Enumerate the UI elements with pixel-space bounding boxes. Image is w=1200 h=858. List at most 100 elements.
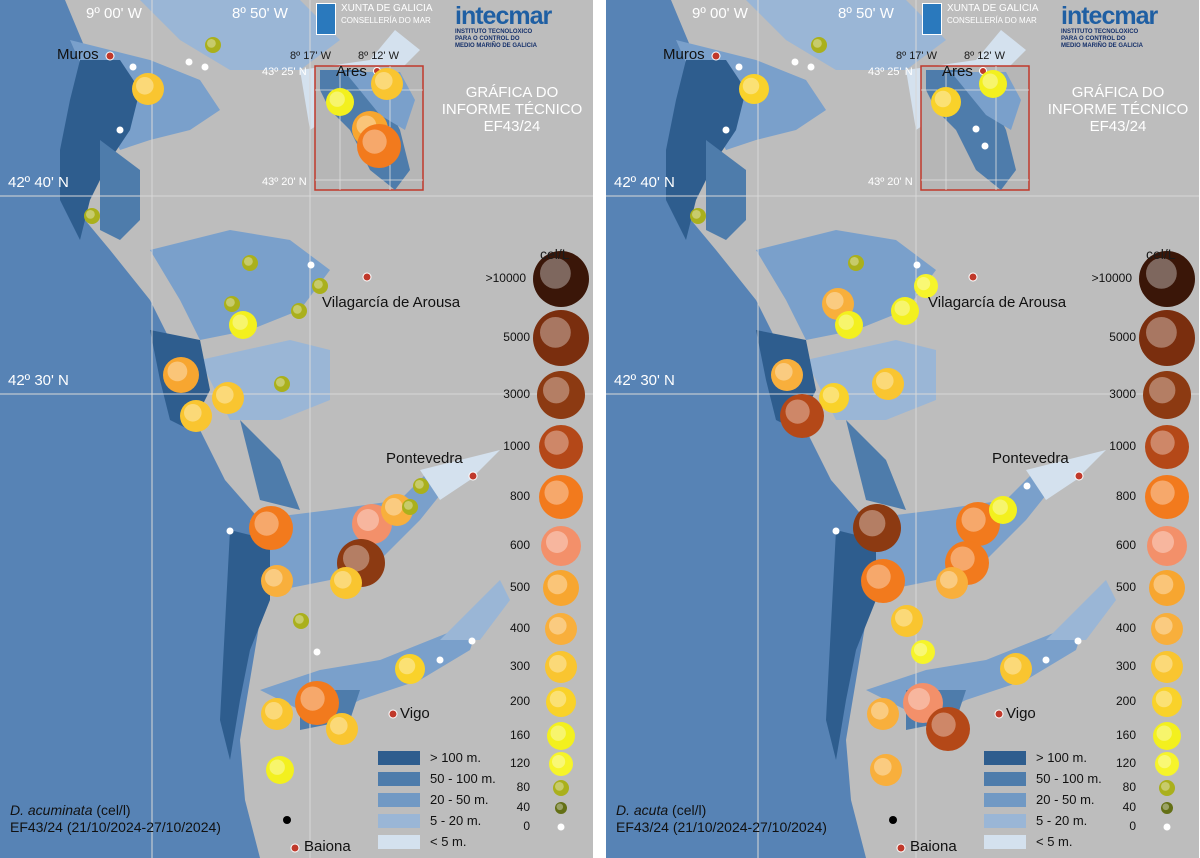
sample-point-10-highlight (226, 298, 235, 307)
sample-point-31-highlight (931, 712, 956, 737)
sample-point-14 (819, 383, 849, 413)
inset-lat-bottom: 43º 20' N (868, 176, 913, 188)
sample-point-11-highlight (838, 314, 854, 330)
sample-point-31-highlight (300, 686, 325, 711)
scale-bubble-2-highlight (543, 377, 570, 404)
sample-point-13-highlight (167, 361, 188, 382)
sample-point-1 (811, 37, 827, 53)
scale-label-3: 1000 (503, 439, 530, 453)
title-line-1: GRÁFICA DO (465, 84, 559, 101)
sample-point-16-highlight (276, 378, 285, 387)
sample-point-1 (205, 37, 221, 53)
scale-label-10: 160 (509, 728, 530, 742)
inset-lon-right: 8º 12' W (358, 50, 399, 62)
sample-point-25 (226, 527, 234, 535)
sample-point-14 (180, 400, 212, 432)
sample-point-29 (1074, 637, 1082, 645)
sample-point-22-highlight (343, 545, 370, 572)
sample-point-32 (867, 698, 899, 730)
inset-lon-right: 8º 12' W (964, 50, 1005, 62)
scale-label-2: 3000 (503, 387, 530, 401)
scale-bubble-7 (1151, 613, 1183, 645)
scale-bubble-9 (546, 687, 576, 717)
scale-bubble-1 (1139, 310, 1195, 366)
title-line-2: INFORME TÉCNICO (1047, 101, 1189, 118)
scale-bubble-9 (1152, 687, 1182, 717)
sample-point-11-highlight (293, 305, 302, 314)
sample-point-7 (848, 255, 864, 271)
lon-label-left: 9º 00' W (692, 5, 748, 22)
sample-point-21-highlight (940, 571, 958, 589)
sample-point-12-highlight (894, 300, 910, 316)
xunta-subtitle: CONSELLERÍA DO MAR (947, 16, 1037, 25)
sample-point-35-highlight (934, 90, 952, 108)
title-line-1: GRÁFICA DO (1071, 84, 1165, 101)
sample-point-23 (261, 565, 293, 597)
sample-point-16-highlight (876, 372, 894, 390)
inset-lon-left: 8º 17' W (290, 50, 331, 62)
scale-bubble-9-highlight (549, 690, 567, 708)
sample-point-19 (989, 496, 1017, 524)
scale-label-4: 800 (1115, 489, 1136, 503)
xunta-logo: XUNTA DE GALICIA CONSELLERÍA DO MAR (316, 3, 433, 35)
scale-bubble-5 (1147, 526, 1187, 566)
intecmar-logo: intecmar INSTITUTO TECNOLOXICO PARA O CO… (455, 3, 590, 50)
scale-bubble-6 (543, 570, 579, 606)
scale-bubble-4 (539, 475, 583, 519)
sample-point-20-highlight (415, 480, 424, 489)
intecmar-sub1: INSTITUTO TECNOLOXICO (1061, 29, 1139, 35)
sample-point-34-highlight (982, 73, 998, 89)
city-vigo: Vigo (400, 705, 430, 722)
sample-point-23 (1023, 482, 1031, 490)
scale-bubble-10 (547, 722, 575, 750)
scale-bubble-12-highlight (1161, 782, 1170, 791)
scale-label-11: 120 (509, 756, 530, 770)
sample-point-16 (872, 368, 904, 400)
scale-label-0: >10000 (1091, 271, 1132, 285)
map-caption: D. acuminata (cel/l) EF43/24 (21/10/2024… (10, 802, 221, 836)
title-line-2: INFORME TÉCNICO (441, 101, 583, 118)
xunta-title: XUNTA DE GALICIA (341, 3, 433, 14)
sample-point-30-highlight (908, 688, 930, 710)
city-vilagarcia: Vilagarcía de Arousa (322, 294, 461, 311)
sample-point-6 (690, 208, 706, 224)
sample-point-34 (979, 70, 1007, 98)
lat-label-mid: 42º 30' N (8, 372, 69, 389)
sample-point-36-highlight (375, 72, 393, 90)
depth-swatch (984, 771, 1026, 786)
depth-swatch (984, 834, 1026, 849)
depth-label: 20 - 50 m. (430, 792, 489, 807)
sample-point-34 (266, 756, 294, 784)
scale-label-13: 40 (1122, 800, 1136, 814)
sample-point-12 (229, 311, 257, 339)
city-baiona: Baiona (304, 838, 351, 855)
depth-legend-row: < 5 m. (378, 834, 467, 849)
scale-bubble-10-highlight (1156, 725, 1172, 741)
depth-legend-row: > 100 m. (378, 750, 481, 765)
sample-point-36 (371, 68, 403, 100)
depth-label: 5 - 20 m. (1036, 813, 1088, 828)
sample-point-4 (807, 63, 815, 71)
sample-point-0 (132, 73, 164, 105)
sample-point-28 (1042, 656, 1050, 664)
depth-legend-row: 50 - 100 m. (378, 771, 496, 786)
sample-point-9 (307, 261, 315, 269)
depth-legend-row: < 5 m. (984, 834, 1073, 849)
map-caption: D. acuta (cel/l) EF43/24 (21/10/2024-27/… (616, 802, 827, 836)
sample-point-18 (956, 502, 1000, 546)
sample-point-13 (771, 359, 803, 391)
lon-label-right: 8º 50' W (838, 5, 894, 22)
depth-swatch (378, 834, 420, 849)
scale-label-14: 0 (1129, 819, 1136, 833)
sample-point-10-highlight (826, 292, 844, 310)
depth-legend-row: 50 - 100 m. (984, 771, 1102, 786)
sample-point-38-highlight (362, 129, 387, 154)
sample-point-17-highlight (254, 511, 279, 536)
scale-label-6: 500 (509, 580, 530, 594)
lon-label-left: 9º 00' W (86, 5, 142, 22)
scale-bubble-0-highlight (1146, 258, 1177, 289)
sample-point-24 (832, 527, 840, 535)
sample-point-22 (861, 559, 905, 603)
sample-point-37 (981, 142, 989, 150)
scale-bubble-14 (557, 823, 565, 831)
